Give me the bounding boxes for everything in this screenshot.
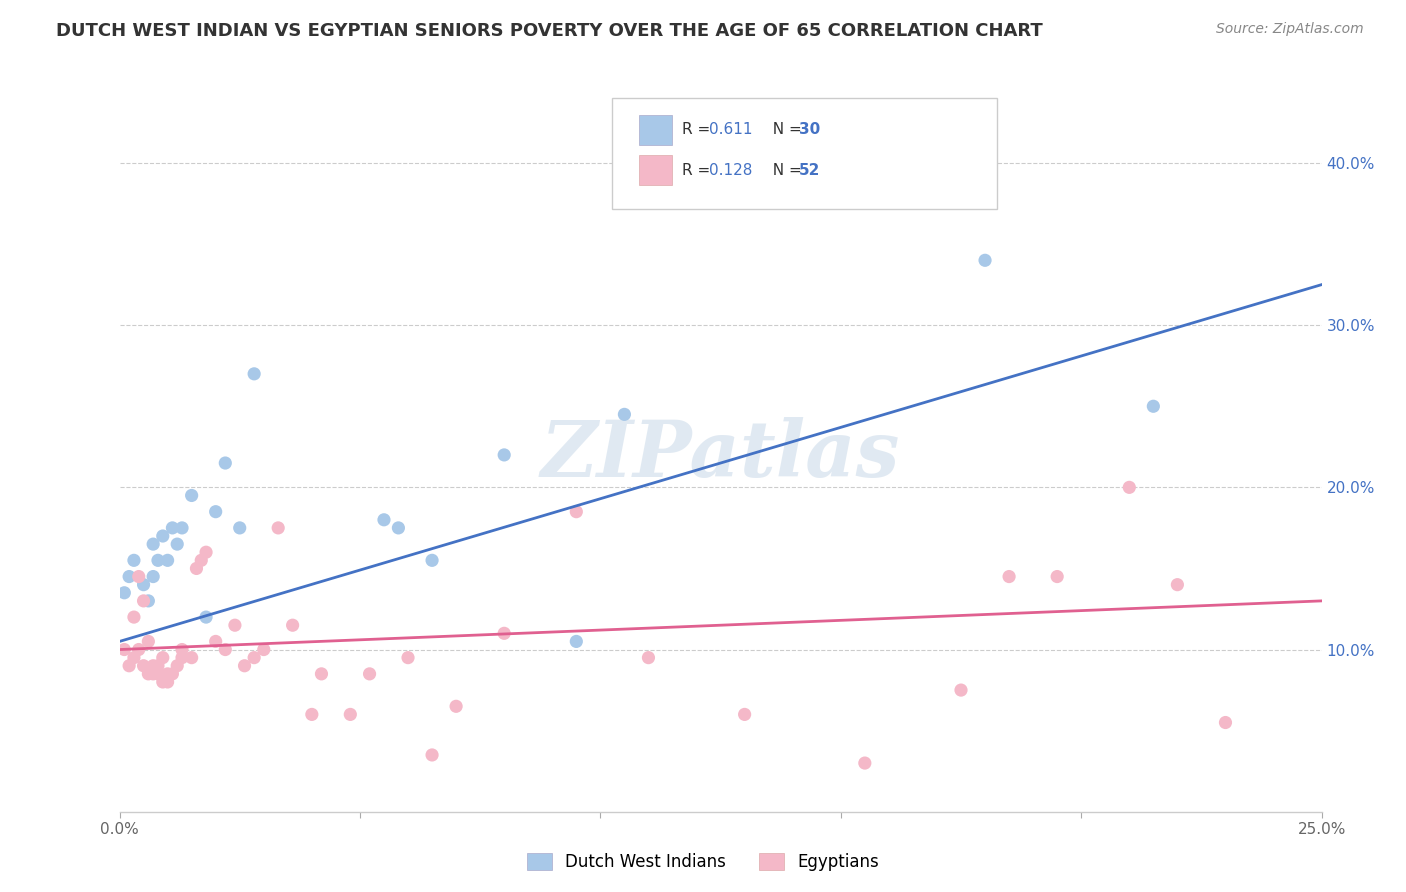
- Point: [122, 650, 145, 665]
- Point: [565, 634, 588, 648]
- Point: [166, 537, 188, 551]
- Point: [233, 658, 256, 673]
- Point: [186, 561, 208, 575]
- Point: [1118, 480, 1140, 494]
- Point: [146, 658, 169, 673]
- Point: [224, 618, 246, 632]
- Point: [128, 569, 150, 583]
- Point: [170, 642, 193, 657]
- Text: 30: 30: [799, 122, 820, 137]
- Point: [132, 658, 155, 673]
- Point: [830, 180, 852, 194]
- Point: [142, 537, 165, 551]
- Point: [1166, 577, 1188, 591]
- Point: [156, 675, 179, 690]
- Point: [974, 253, 997, 268]
- Point: [243, 367, 266, 381]
- Point: [301, 707, 323, 722]
- Text: 52: 52: [799, 162, 820, 178]
- Point: [146, 666, 169, 681]
- Point: [613, 408, 636, 422]
- Point: [387, 521, 409, 535]
- Point: [138, 594, 160, 608]
- Text: N =: N =: [762, 122, 806, 137]
- FancyBboxPatch shape: [613, 98, 997, 209]
- Point: [214, 642, 236, 657]
- Point: [156, 666, 179, 681]
- Text: N =: N =: [762, 162, 806, 178]
- Point: [949, 683, 972, 698]
- Text: 0.128: 0.128: [709, 162, 752, 178]
- Point: [373, 513, 395, 527]
- Point: [1215, 715, 1237, 730]
- Point: [142, 658, 165, 673]
- Point: [142, 569, 165, 583]
- FancyBboxPatch shape: [638, 114, 672, 145]
- Legend: Dutch West Indians, Egyptians: Dutch West Indians, Egyptians: [519, 845, 887, 880]
- Point: [214, 456, 236, 470]
- Text: ZIPatlas: ZIPatlas: [541, 417, 900, 493]
- Point: [152, 650, 174, 665]
- Point: [166, 658, 188, 673]
- Point: [180, 488, 202, 502]
- Point: [138, 666, 160, 681]
- Point: [112, 586, 135, 600]
- Point: [170, 521, 193, 535]
- Point: [494, 626, 516, 640]
- Point: [243, 650, 266, 665]
- Point: [311, 666, 333, 681]
- Point: [267, 521, 290, 535]
- Point: [152, 529, 174, 543]
- Text: Source: ZipAtlas.com: Source: ZipAtlas.com: [1216, 22, 1364, 37]
- Point: [132, 594, 155, 608]
- Point: [853, 756, 876, 770]
- Point: [152, 675, 174, 690]
- Point: [253, 642, 276, 657]
- Point: [195, 610, 218, 624]
- Point: [128, 642, 150, 657]
- Point: [146, 553, 169, 567]
- FancyBboxPatch shape: [638, 155, 672, 186]
- Point: [998, 569, 1021, 583]
- Point: [204, 634, 226, 648]
- Point: [204, 505, 226, 519]
- Point: [138, 634, 160, 648]
- Point: [734, 707, 756, 722]
- Point: [122, 553, 145, 567]
- Point: [1142, 399, 1164, 413]
- Text: DUTCH WEST INDIAN VS EGYPTIAN SENIORS POVERTY OVER THE AGE OF 65 CORRELATION CHA: DUTCH WEST INDIAN VS EGYPTIAN SENIORS PO…: [56, 22, 1043, 40]
- Text: 0.611: 0.611: [709, 122, 752, 137]
- Point: [162, 666, 184, 681]
- Point: [494, 448, 516, 462]
- Text: R =: R =: [682, 162, 716, 178]
- Point: [190, 553, 212, 567]
- Text: R =: R =: [682, 122, 716, 137]
- Point: [637, 650, 659, 665]
- Point: [156, 553, 179, 567]
- Point: [565, 505, 588, 519]
- Point: [112, 642, 135, 657]
- Point: [118, 658, 141, 673]
- Point: [420, 553, 443, 567]
- Point: [195, 545, 218, 559]
- Point: [122, 610, 145, 624]
- Point: [118, 569, 141, 583]
- Point: [396, 650, 419, 665]
- Point: [444, 699, 467, 714]
- Point: [142, 666, 165, 681]
- Point: [359, 666, 381, 681]
- Point: [170, 650, 193, 665]
- Point: [339, 707, 361, 722]
- Point: [420, 747, 443, 762]
- Point: [281, 618, 304, 632]
- Point: [180, 650, 202, 665]
- Point: [132, 577, 155, 591]
- Point: [228, 521, 252, 535]
- Point: [162, 521, 184, 535]
- Point: [1046, 569, 1069, 583]
